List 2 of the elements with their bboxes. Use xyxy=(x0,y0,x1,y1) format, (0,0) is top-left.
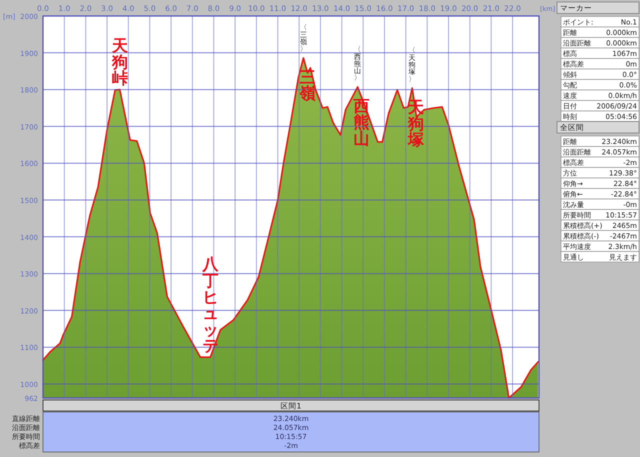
annotation: 天狗峠 xyxy=(110,36,129,88)
annotation: 天狗塚 xyxy=(407,98,426,150)
